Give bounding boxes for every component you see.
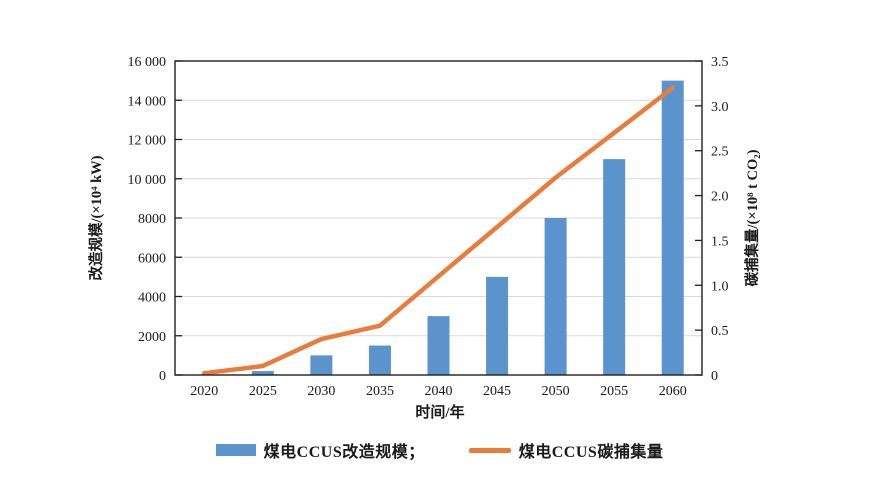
- left-tick-label: 2000: [138, 330, 166, 345]
- left-tick-label: 6000: [138, 251, 166, 266]
- x-axis-title: 时间/年: [415, 403, 464, 421]
- right-tick-label: 2.0: [711, 190, 729, 205]
- x-tick-label: 2055: [600, 384, 628, 399]
- right-tick-label: 3.0: [711, 100, 729, 115]
- right-tick-label: 3.5: [711, 55, 729, 70]
- legend-item-line: 煤电CCUS碳捕集量: [468, 438, 664, 462]
- bar-2030: [310, 355, 333, 375]
- x-tick-label: 2030: [307, 384, 335, 399]
- x-tick-label: 2025: [249, 384, 277, 399]
- right-tick-label: 2.5: [711, 145, 729, 160]
- bar-series-swatch-icon: [215, 444, 256, 456]
- right-tick-label: 0: [711, 369, 718, 384]
- x-tick-label: 2040: [425, 384, 453, 399]
- left-tick-label: 16 000: [128, 55, 167, 70]
- line-series-swatch-icon: [468, 447, 511, 453]
- legend-line-label: 煤电CCUS碳捕集量: [518, 444, 664, 461]
- bar-2060: [661, 80, 684, 375]
- right-tick-label: 1.0: [711, 279, 729, 294]
- x-tick-label: 2020: [190, 384, 218, 399]
- left-tick-label: 12 000: [128, 134, 167, 149]
- bar-2055: [603, 159, 626, 375]
- bar-2035: [368, 345, 391, 375]
- bar-2045: [486, 276, 509, 375]
- bar-2050: [544, 218, 567, 375]
- bar-2040: [427, 316, 450, 375]
- x-tick-label: 2060: [659, 384, 687, 399]
- capture-line: [202, 85, 675, 376]
- bar-2025: [251, 371, 274, 375]
- legend-item-bar: 煤电CCUS改造规模；: [215, 438, 425, 462]
- left-tick-label: 10 000: [128, 173, 167, 188]
- x-tick-label: 2050: [542, 384, 570, 399]
- right-axis-title: 碳捕集量/(×10⁸ t CO₂): [743, 149, 761, 286]
- chart-legend: 煤电CCUS改造规模； 煤电CCUS碳捕集量: [0, 438, 879, 462]
- right-tick-label: 0.5: [711, 324, 729, 339]
- left-tick-label: 0: [159, 369, 166, 384]
- right-tick-label: 1.5: [711, 234, 729, 249]
- legend-bar-label: 煤电CCUS改造规模；: [263, 444, 425, 461]
- left-tick-label: 14 000: [128, 94, 167, 109]
- x-tick-label: 2035: [366, 384, 394, 399]
- left-axis-title: 改造规模/(×10⁴ kW): [87, 155, 105, 280]
- left-tick-label: 4000: [138, 291, 166, 306]
- left-tick-label: 8000: [138, 212, 166, 227]
- x-tick-label: 2045: [483, 384, 511, 399]
